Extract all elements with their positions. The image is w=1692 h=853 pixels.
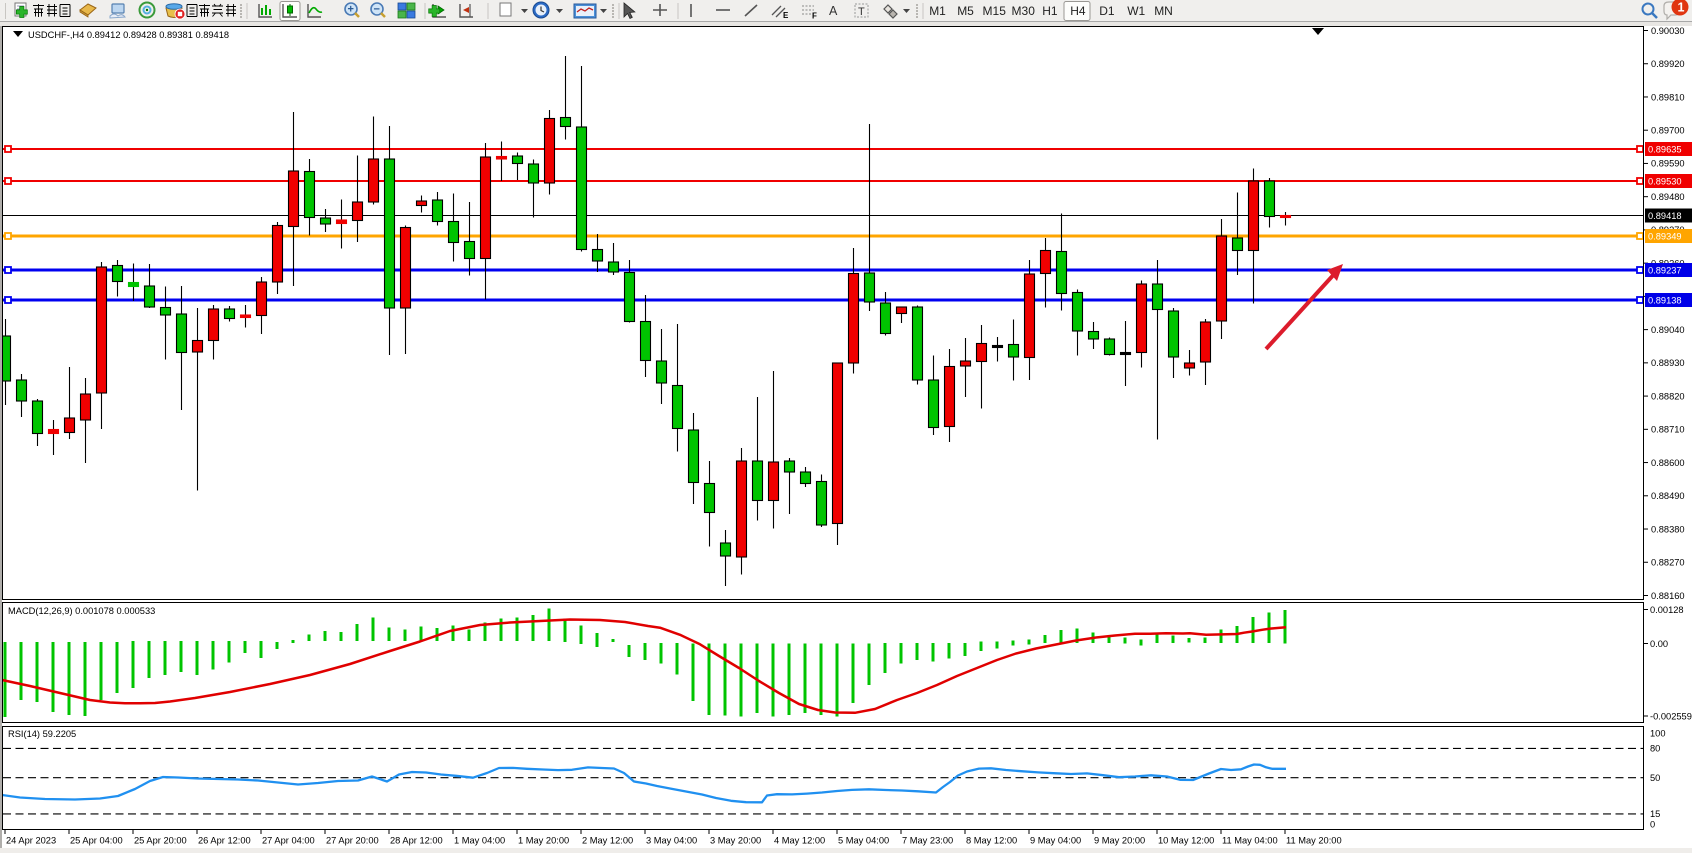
svg-text:0.88380: 0.88380 xyxy=(1651,524,1685,534)
svg-text:E: E xyxy=(783,11,789,20)
svg-text:10 May 12:00: 10 May 12:00 xyxy=(1158,836,1214,846)
svg-text:7 May 23:00: 7 May 23:00 xyxy=(902,836,953,846)
svg-text:MN: MN xyxy=(1154,4,1173,18)
svg-text:0.89040: 0.89040 xyxy=(1651,325,1685,335)
svg-text:8 May 12:00: 8 May 12:00 xyxy=(966,836,1017,846)
svg-text:0.88820: 0.88820 xyxy=(1651,391,1685,401)
svg-text:T: T xyxy=(858,6,865,18)
svg-text:0.88270: 0.88270 xyxy=(1651,558,1685,568)
svg-text:3 May 04:00: 3 May 04:00 xyxy=(646,836,697,846)
svg-text:H1: H1 xyxy=(1042,4,1058,18)
svg-text:26 Apr 12:00: 26 Apr 12:00 xyxy=(198,836,251,846)
svg-text:80: 80 xyxy=(1650,744,1660,754)
svg-text:H4: H4 xyxy=(1070,4,1086,18)
svg-text:0.00128: 0.00128 xyxy=(1650,605,1684,615)
svg-text:W1: W1 xyxy=(1127,4,1145,18)
svg-text:1 May 04:00: 1 May 04:00 xyxy=(454,836,505,846)
svg-text:11 May 20:00: 11 May 20:00 xyxy=(1286,836,1342,846)
svg-text:F: F xyxy=(812,12,817,21)
svg-text:0.88600: 0.88600 xyxy=(1651,458,1685,468)
svg-text:M15: M15 xyxy=(983,4,1007,18)
svg-text:5 May 04:00: 5 May 04:00 xyxy=(838,836,889,846)
svg-text:0.89920: 0.89920 xyxy=(1651,59,1685,69)
svg-text:100: 100 xyxy=(1650,728,1666,738)
svg-text:0.88930: 0.88930 xyxy=(1651,358,1685,368)
svg-text:1 May 20:00: 1 May 20:00 xyxy=(518,836,569,846)
svg-text:9 May 20:00: 9 May 20:00 xyxy=(1094,836,1145,846)
svg-text:0.89480: 0.89480 xyxy=(1651,192,1685,202)
svg-text:11 May 04:00: 11 May 04:00 xyxy=(1222,836,1278,846)
svg-text:RSI(14) 59.2205: RSI(14) 59.2205 xyxy=(8,729,76,739)
svg-text:25 Apr 20:00: 25 Apr 20:00 xyxy=(134,836,187,846)
svg-text:1: 1 xyxy=(1678,1,1685,15)
svg-text:15: 15 xyxy=(1650,809,1660,819)
svg-text:25 Apr 04:00: 25 Apr 04:00 xyxy=(70,836,123,846)
svg-text:2 May 12:00: 2 May 12:00 xyxy=(582,836,633,846)
svg-text:0.00: 0.00 xyxy=(1650,639,1668,649)
svg-text:-0.002559: -0.002559 xyxy=(1650,711,1692,721)
svg-text:−: − xyxy=(374,4,380,16)
svg-text:0.88710: 0.88710 xyxy=(1651,425,1685,435)
svg-text:USDCHF-,H4 0.89412 0.89428 0.: USDCHF-,H4 0.89412 0.89428 0.89381 0.894… xyxy=(28,30,229,40)
svg-text:0.89810: 0.89810 xyxy=(1651,92,1685,102)
svg-text:0.89418: 0.89418 xyxy=(1648,211,1682,221)
svg-text:27 Apr 04:00: 27 Apr 04:00 xyxy=(262,836,315,846)
svg-text:3 May 20:00: 3 May 20:00 xyxy=(710,836,761,846)
svg-text:0.89349: 0.89349 xyxy=(1648,231,1682,241)
svg-text:9 May 04:00: 9 May 04:00 xyxy=(1030,836,1081,846)
svg-text:24 Apr 2023: 24 Apr 2023 xyxy=(6,836,56,846)
svg-text:50: 50 xyxy=(1650,773,1660,783)
svg-text:0.90030: 0.90030 xyxy=(1651,26,1685,36)
svg-text:0.88490: 0.88490 xyxy=(1651,491,1685,501)
svg-text:0.89138: 0.89138 xyxy=(1648,295,1682,305)
svg-text:+: + xyxy=(348,4,354,16)
svg-text:0.89530: 0.89530 xyxy=(1648,176,1682,186)
svg-text:0.89590: 0.89590 xyxy=(1651,159,1685,169)
svg-text:0: 0 xyxy=(1650,819,1655,829)
svg-text:0.89635: 0.89635 xyxy=(1648,144,1682,154)
svg-text:4 May 12:00: 4 May 12:00 xyxy=(774,836,825,846)
svg-text:M30: M30 xyxy=(1012,4,1036,18)
svg-text:0.88160: 0.88160 xyxy=(1651,591,1685,601)
svg-text:0.89237: 0.89237 xyxy=(1648,265,1682,275)
svg-text:D1: D1 xyxy=(1099,4,1115,18)
svg-text:27 Apr 20:00: 27 Apr 20:00 xyxy=(326,836,379,846)
svg-text:MACD(12,26,9) 0.001078 0.00053: MACD(12,26,9) 0.001078 0.000533 xyxy=(8,606,155,616)
svg-text:M1: M1 xyxy=(929,4,946,18)
svg-text:M5: M5 xyxy=(957,4,974,18)
svg-text:28 Apr 12:00: 28 Apr 12:00 xyxy=(390,836,443,846)
svg-text:0.89700: 0.89700 xyxy=(1651,126,1685,136)
svg-text:A: A xyxy=(829,4,838,18)
